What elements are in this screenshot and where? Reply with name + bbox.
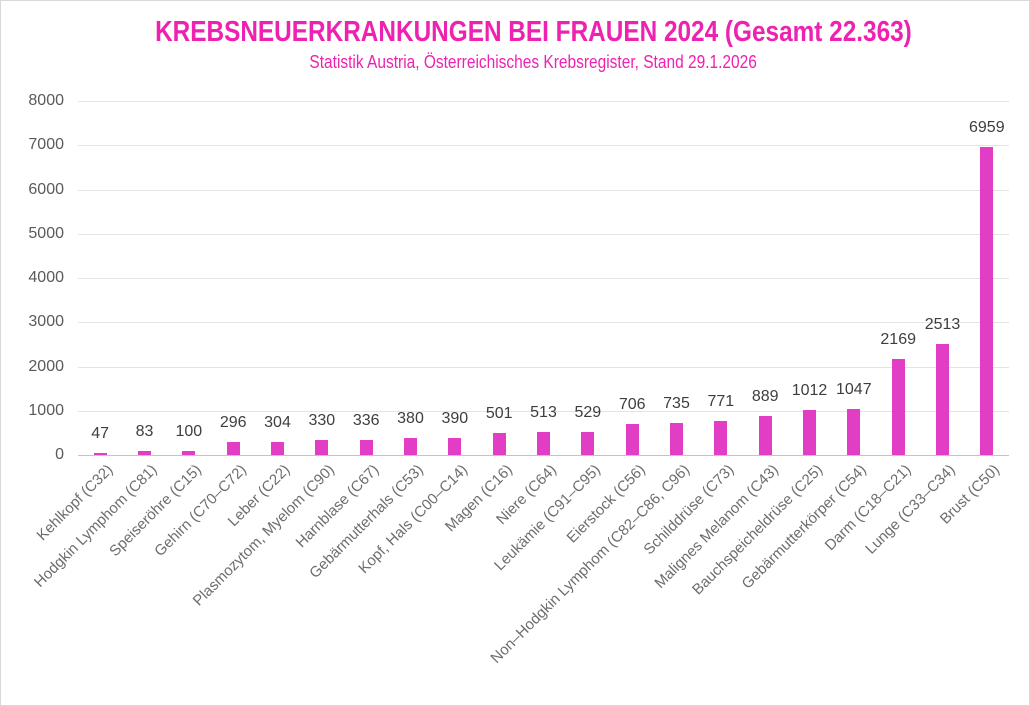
bar	[625, 423, 639, 455]
y-gridline	[78, 189, 1009, 191]
bar	[182, 450, 196, 455]
bar-value-label: 771	[707, 392, 735, 410]
bar	[581, 431, 595, 455]
chart-title-text: KREBSNEUERKRANKUNGEN BEI FRAUEN 2024 (Ge…	[154, 16, 912, 48]
bar	[847, 408, 861, 455]
bar	[537, 432, 550, 455]
bar-value-label: 706	[618, 395, 646, 413]
bar	[359, 440, 373, 455]
y-axis-tick-label: 7000	[28, 136, 64, 154]
bar-value-label: 380	[397, 410, 424, 428]
y-axis-tick-label: 1000	[28, 401, 64, 419]
bar	[138, 451, 151, 455]
y-axis-tick-label: 6000	[28, 180, 64, 198]
y-gridline	[78, 366, 1009, 368]
bar-value-label: 501	[485, 404, 513, 422]
bar-value-label: 47	[91, 424, 110, 442]
y-gridline	[78, 233, 1009, 235]
bar-value-label: 889	[751, 387, 779, 405]
y-axis-tick-label: 2000	[28, 357, 64, 375]
bar-value-label: 1012	[791, 382, 828, 400]
bar-value-label: 304	[264, 413, 291, 431]
bar-value-label: 529	[574, 403, 602, 421]
bar-value-label: 83	[135, 423, 154, 441]
bar-value-label: 1047	[836, 380, 872, 398]
bar-value-label: 2169	[880, 331, 916, 348]
bar	[93, 452, 107, 455]
bar-value-label: 735	[663, 394, 690, 412]
bar-value-label: 513	[530, 404, 557, 422]
bar	[758, 415, 772, 455]
bar-value-label: 390	[441, 409, 469, 427]
chart-subtitle-text: Statistik Austria, Österreichisches Kreb…	[309, 52, 757, 72]
y-gridline	[78, 101, 1009, 102]
bar	[448, 437, 462, 455]
y-gridline	[78, 145, 1009, 147]
y-axis-tick-label: 4000	[28, 269, 64, 286]
y-axis-tick-label: 0	[55, 446, 64, 463]
bar	[670, 422, 683, 455]
bar-value-label: 330	[308, 412, 336, 430]
bar	[492, 432, 506, 455]
bar	[315, 440, 329, 455]
y-gridline	[78, 410, 1009, 412]
bar-value-label: 2513	[924, 315, 961, 333]
x-axis-line	[78, 455, 1009, 456]
bar	[891, 359, 905, 455]
bar	[714, 420, 728, 455]
bar	[980, 147, 994, 455]
bar-value-label: 336	[352, 412, 380, 430]
bar	[271, 441, 284, 455]
chart-subtitle: Statistik Austria, Österreichisches Kreb…	[37, 52, 1029, 73]
bar-value-label: 100	[175, 422, 203, 440]
y-axis-tick-label: 8000	[28, 92, 64, 109]
bar	[803, 410, 816, 455]
bar-value-label: 6959	[969, 119, 1005, 137]
bar-value-label: 296	[219, 413, 247, 431]
bar	[404, 438, 417, 455]
x-axis-category-label: Kehlkopf (C32)	[33, 461, 117, 545]
bar	[936, 343, 949, 455]
chart-title: KREBSNEUERKRANKUNGEN BEI FRAUEN 2024 (Ge…	[37, 16, 1029, 49]
bar	[226, 441, 240, 455]
y-axis-tick-label: 3000	[28, 313, 64, 331]
y-gridline	[78, 278, 1009, 279]
y-gridline	[78, 322, 1009, 324]
y-axis-tick-label: 5000	[28, 224, 64, 242]
